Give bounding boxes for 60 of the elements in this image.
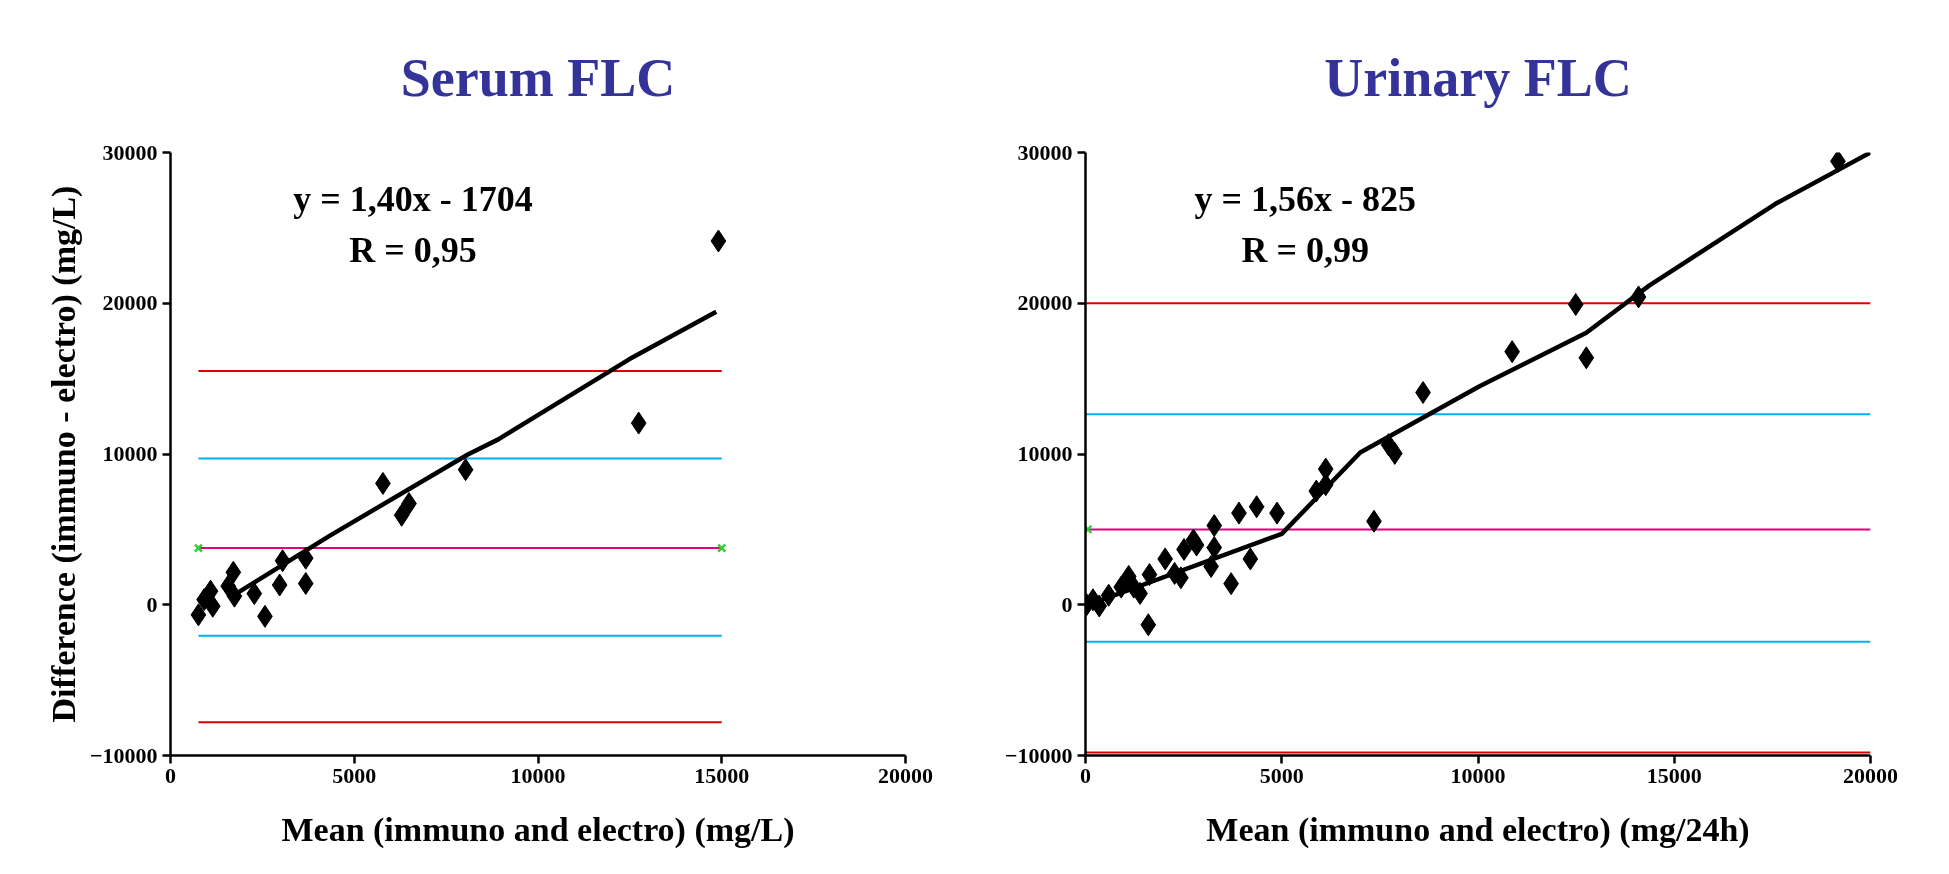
- point: [1248, 495, 1265, 519]
- point: [716, 543, 727, 553]
- y-tick-label: 20000: [1017, 290, 1073, 316]
- point: [630, 411, 647, 435]
- y-tick-label: 0: [1061, 591, 1073, 617]
- x-tick-label: 5000: [332, 762, 377, 788]
- y-tick-label: −10000: [89, 742, 158, 768]
- point: [1091, 594, 1108, 618]
- x-tick-label: 15000: [1646, 762, 1702, 788]
- chart-title: Urinary FLC: [1324, 47, 1632, 108]
- x-tick-label: 10000: [1450, 762, 1506, 788]
- x-tick-label: 20000: [1843, 762, 1898, 788]
- point: [710, 229, 727, 253]
- point: [274, 549, 291, 573]
- point: [393, 503, 410, 527]
- point: [297, 546, 314, 570]
- y-tick-label: 30000: [1017, 139, 1073, 165]
- x-axis-title: Mean (immuno and electro) (mg/L): [281, 810, 795, 849]
- point: [1242, 547, 1259, 571]
- y-tick-label: 0: [146, 591, 158, 617]
- x-tick-label: 0: [1080, 762, 1091, 788]
- point: [226, 584, 243, 608]
- y-tick-label: 10000: [102, 441, 158, 466]
- point: [1578, 346, 1595, 370]
- x-tick-label: 20000: [878, 762, 933, 788]
- point: [297, 571, 314, 595]
- point: [1206, 536, 1223, 560]
- x-tick-label: 5000: [1259, 762, 1304, 788]
- point: [1630, 285, 1647, 309]
- point: [1317, 457, 1334, 481]
- chart-title: Serum FLC: [400, 47, 676, 108]
- point: [1140, 613, 1157, 637]
- y-tick-label: 10000: [1017, 441, 1073, 466]
- point: [457, 458, 474, 482]
- y-tick-label: 20000: [102, 290, 158, 316]
- annotation: R = 0,95: [349, 230, 477, 271]
- x-tick-label: 0: [165, 762, 176, 788]
- point: [1157, 547, 1174, 571]
- point: [1100, 583, 1117, 607]
- point: [246, 582, 263, 606]
- point: [204, 594, 221, 618]
- annotation: R = 0,99: [1241, 230, 1370, 271]
- x-tick-label: 10000: [510, 762, 566, 788]
- point: [1386, 441, 1403, 465]
- point: [271, 573, 288, 597]
- point: [1188, 533, 1205, 557]
- annotation: y = 1,40x - 1704: [293, 178, 533, 219]
- point: [1830, 152, 1846, 173]
- point: [225, 560, 242, 584]
- y-tick-label: −10000: [1004, 742, 1073, 768]
- y-axis-title: Difference (immuno - electro) (mg/L): [44, 185, 83, 723]
- point: [190, 603, 207, 627]
- point: [1206, 514, 1223, 538]
- point: [193, 543, 204, 553]
- x-tick-label: 15000: [694, 762, 750, 788]
- point: [1141, 563, 1158, 587]
- x-axis-title: Mean (immuno and electro) (mg/24h): [1206, 810, 1750, 849]
- annotation: y = 1,56x - 825: [1194, 178, 1417, 219]
- point: [1567, 292, 1584, 316]
- y-tick-label: 30000: [102, 139, 158, 165]
